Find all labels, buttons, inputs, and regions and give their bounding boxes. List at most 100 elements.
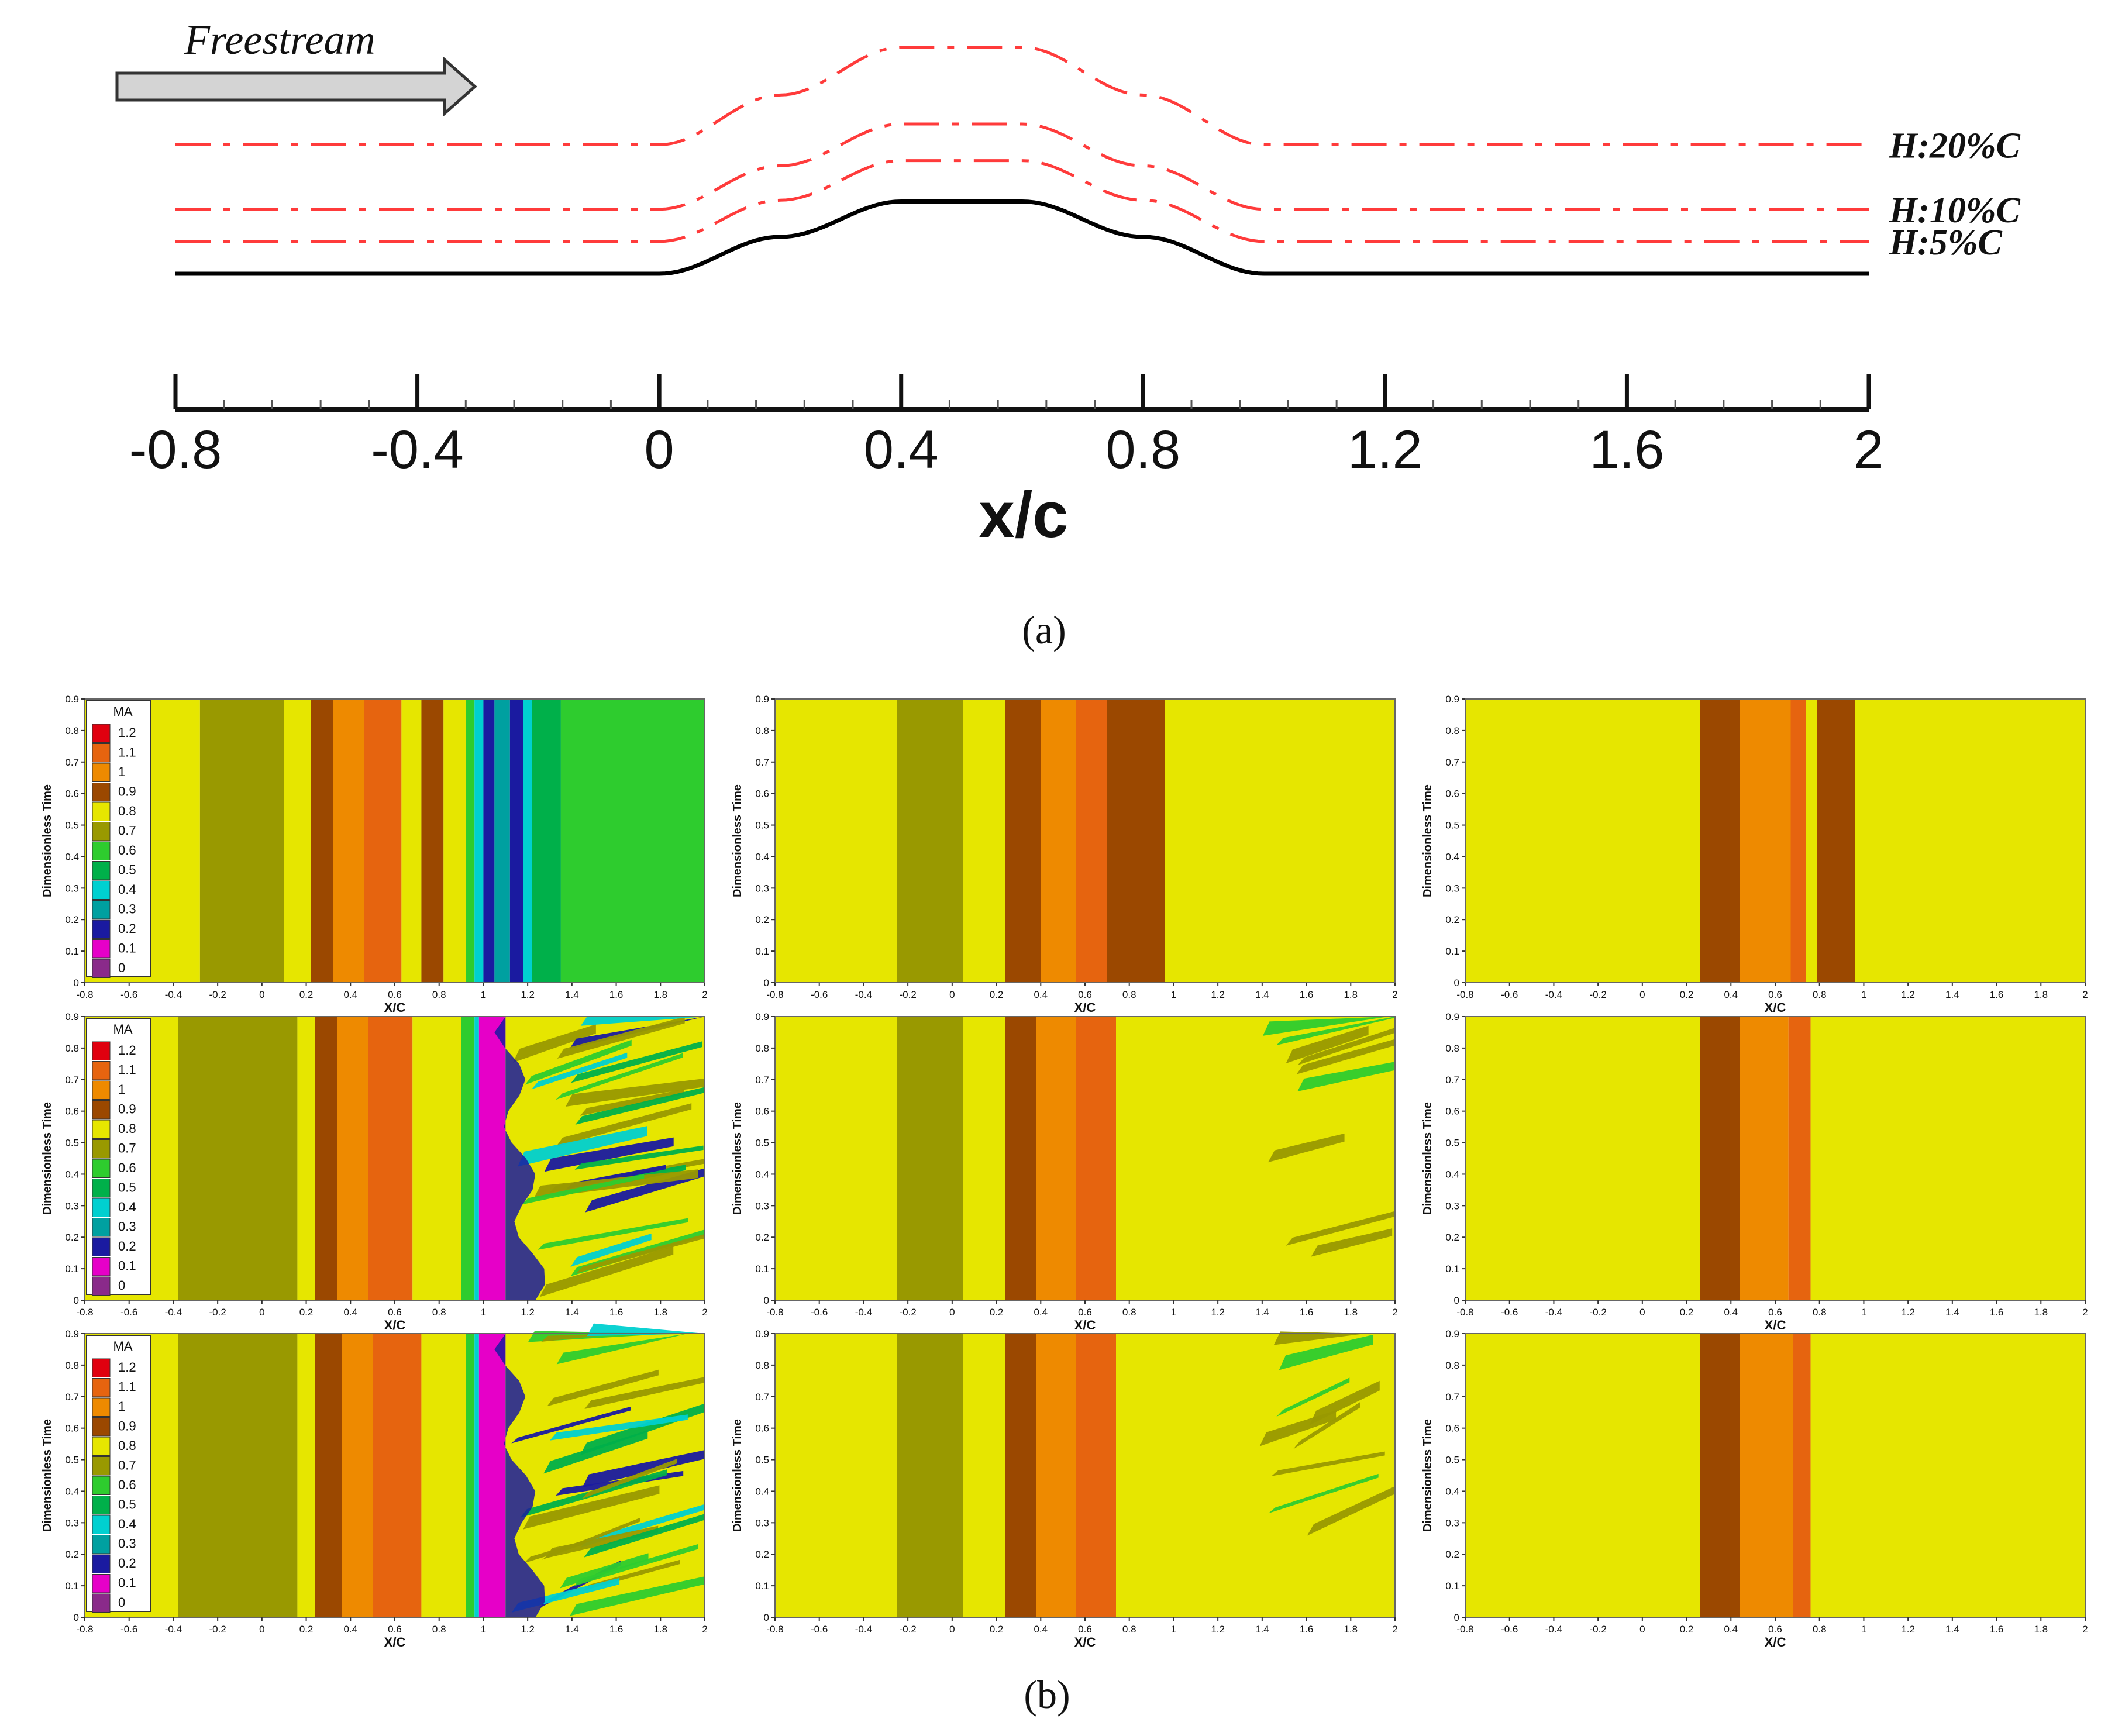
turbulent-streak [1296,1039,1395,1074]
legend-level: 1.2 [118,1043,136,1058]
mach-band [178,1017,298,1300]
legend-swatch [92,919,111,939]
legend-swatch [92,1417,111,1437]
mach-band [483,699,495,983]
legend-swatch [92,1159,111,1178]
legend-swatch [92,1515,111,1534]
y-tick-label: 0.3 [1445,883,1459,894]
freestream-arrow [115,56,477,117]
x-tick-label: 0.8 [1813,1624,1827,1635]
legend-swatch [92,841,111,860]
turbulent-streak [1286,1025,1369,1064]
x-tick-label: 0 [1639,1307,1645,1318]
x-tick-label: -0.6 [120,1307,137,1318]
x-tick-label: 0.8 [1813,1307,1827,1318]
x-axis-label: X/C [1074,1000,1096,1015]
x-tick-label: 1.8 [1344,1624,1358,1635]
legend-level: 0.9 [118,1102,136,1117]
y-tick-label: 0 [1454,1612,1459,1623]
y-tick-label: 0.4 [755,851,769,862]
mach-band [474,1017,479,1300]
panel-b-contours: -0.8 -0.6 -0.4 -0.2 0 0.2 0.4 0.6 0.8 1 1.2 1.4 1.6 1… [41,694,2088,1649]
separation-edge [494,1334,545,1617]
legend-swatch [92,1257,111,1276]
turbulent-streak [1263,1017,1389,1036]
y-tick-label: 0.3 [755,1200,769,1211]
y-tick-label: 0.6 [1445,788,1459,800]
legend-level: 0 [118,1278,125,1293]
legend-swatch [92,1496,111,1515]
turbulent-streak [543,1430,648,1474]
mach-band [1810,1017,2085,1300]
mach-band [897,1017,963,1300]
turbulent-streak [545,1525,659,1559]
mach-band [430,1334,466,1617]
legend-level: 0.9 [118,784,136,799]
y-tick-label: 0 [74,977,79,988]
mach-band [466,1334,475,1617]
legend-swatch [92,822,111,841]
y-tick-label: 0.9 [65,1011,79,1022]
y-tick-label: 0.3 [755,883,769,894]
x-tick-label: -0.4 [165,989,182,1000]
legend-level: 0.5 [118,863,136,877]
x-tick-label: 1.4 [1255,1307,1269,1318]
mach-band [523,699,532,983]
y-axis-label: Dimensionless Time [41,1102,54,1215]
caption-b: (b) [1024,1672,1070,1717]
turbulent-streak [1276,1377,1350,1417]
x-tick-label: 1.8 [2034,1624,2048,1635]
x-tick-label: -0.6 [811,1307,828,1318]
x-axis-label: X/C [384,1318,406,1332]
y-axis-label: Dimensionless Time [731,1419,744,1532]
y-tick-label: 0 [1454,977,1459,988]
y-tick-label: 0.6 [1445,1106,1459,1117]
mach-band [1005,1017,1036,1300]
mach-band [1700,699,1740,983]
x-tick-label: 1 [1171,1624,1176,1635]
x-tick-label: 0 [259,1307,264,1318]
turbulent-streak [556,1053,683,1100]
legend-level: 0.6 [118,843,136,857]
x-tick-label: -0.2 [899,989,916,1000]
x-tick-label: 1.4 [1255,1624,1269,1635]
x-tick-label: 1 [1861,1624,1866,1635]
turbulent-streak [570,1233,652,1267]
x-tick-label: 1.6 [1990,1307,2004,1318]
y-tick-label: 0.5 [755,1138,769,1149]
mach-band [1005,699,1041,983]
x-tick-label: 0.6 [1768,989,1782,1000]
turbulent-streak [518,1126,647,1167]
y-tick-label: 0.6 [1445,1423,1459,1434]
separation-edge [494,1017,545,1300]
x-tick-label: 1.8 [2034,1307,2048,1318]
offset-label-h5c: H:5%C [1889,223,2003,263]
x-tick-label: 0.4 [1034,1624,1048,1635]
turbulent-streak [511,1406,631,1444]
turbulent-streak [1276,1017,1395,1046]
mach-band [426,1017,461,1300]
x-tick-label: 0 [949,1624,955,1635]
x-tick-label: 1 [1171,989,1176,1000]
x-tick-label: 0.8 [1122,1307,1136,1318]
mach-band [1817,699,1855,983]
x-tick-label: 1.6 [609,989,624,1000]
legend-level: 0.6 [118,1160,136,1175]
y-tick-label: 0.7 [1445,1391,1459,1403]
mach-legend: MA 1.2 1.1 1 0.9 0.8 0.7 0.6 0.5 0.4 0.3 0.2 0.1 0 [86,700,151,978]
y-tick-label: 0.4 [755,1169,769,1180]
mach-band [412,1017,426,1300]
x-axis-label: X/C [384,1635,406,1649]
x-tick-label: 0.8 [432,1307,446,1318]
y-tick-label: 0.2 [1445,1232,1459,1243]
y-tick-label: 0.6 [65,1423,79,1434]
y-tick-label: 0.9 [1445,1328,1459,1339]
mach-band [1076,1334,1116,1617]
y-tick-label: 0.8 [65,725,79,736]
mach-band [337,1017,368,1300]
legend-swatch [92,861,111,880]
y-tick-label: 0.8 [755,1043,769,1054]
turbulent-streak [1267,1133,1345,1163]
legend-level: 0.3 [118,1537,136,1551]
